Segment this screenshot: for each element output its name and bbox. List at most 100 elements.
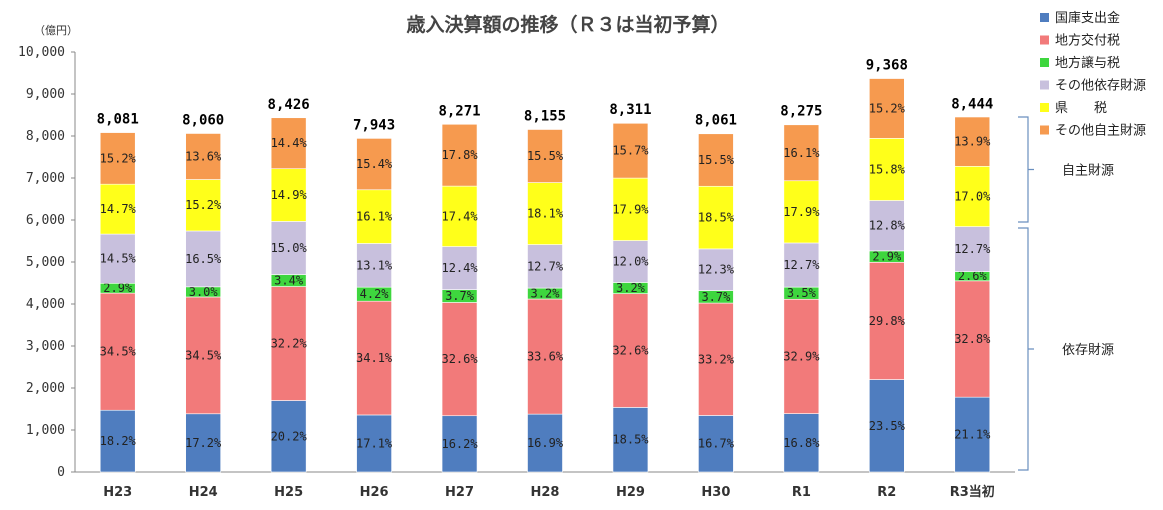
segment-label: 17.0% [954,189,991,203]
segment-label: 15.7% [612,144,649,158]
segment-label: 3.5% [787,286,817,300]
segment-label: 17.4% [441,209,478,223]
segment-label: 18.5% [698,211,735,225]
chart-title: 歳入決算額の推移（Ｒ３は当初予算） [406,13,729,36]
bar-segment [783,298,820,414]
segment-label: 32.6% [612,344,649,358]
category-label: R1 [792,485,811,500]
bar-segment [527,182,563,245]
bar-segment [185,296,221,415]
segment-label: 16.8% [783,436,820,450]
group-bracket [1018,116,1034,223]
total-label: 8,275 [780,103,822,119]
bar-segment [270,168,307,222]
bar-segment [954,396,991,473]
segment-label: 12.7% [954,242,991,256]
segment-label: 15.0% [271,241,308,255]
segment-label: 14.5% [100,252,137,266]
bar-segment [783,180,820,244]
segment-label: 20.2% [271,429,308,443]
bar-segment [527,298,563,415]
segment-label: 15.5% [698,153,735,167]
segment-label: 32.6% [441,352,478,366]
segment-label: 3.0% [189,285,219,299]
y-tick-label: 9,000 [26,87,65,102]
total-label: 8,444 [951,96,993,112]
total-label: 8,271 [438,104,480,120]
legend-label: その他依存財源 [1055,79,1146,94]
bar-segment [356,300,392,416]
legend-label: 国庫支出金 [1055,10,1120,26]
legend-swatch [1040,103,1049,112]
segment-label: 3.2% [531,287,561,301]
bar-segment [185,179,221,232]
bar-segment [612,122,649,179]
bar-segment [270,400,307,473]
category-label: R2 [877,485,896,500]
segment-label: 32.8% [954,332,991,346]
segment-label: 33.6% [527,350,564,364]
bar-segment [869,78,905,139]
total-label: 8,081 [97,112,139,128]
segment-label: 34.5% [185,348,222,362]
bar-segment [441,246,478,290]
segment-label: 12.8% [869,219,906,233]
segment-label: 15.2% [185,198,222,212]
legend-label: 県 税 [1055,101,1107,116]
bar-segment [869,261,905,380]
segment-label: 15.2% [100,151,137,165]
bar-segment [185,230,221,288]
segment-label: 17.1% [356,436,393,450]
segment-label: 21.1% [954,428,991,442]
segment-label: 15.5% [527,149,564,163]
bar-segment [612,240,649,283]
bar-segment [783,242,820,288]
segment-label: 16.2% [441,437,478,451]
bar-segment [356,138,392,191]
plot-area: 0 1,000 2,000 3,000 4,000 5,000 6,000 7,000 8,00… [18,45,1015,500]
bar-segment [185,413,221,473]
segment-label: 16.1% [783,146,820,160]
y-tick-label: 0 [57,465,65,480]
bar-segment [954,116,991,167]
y-tick-label: 7,000 [26,171,65,186]
segment-label: 4.2% [360,287,390,301]
bar-segment [99,183,136,235]
group-label: 依存財源 [1062,343,1114,358]
segment-label: 17.9% [612,202,649,216]
bar-segment [441,302,478,417]
segment-label: 2.9% [872,250,902,264]
segment-label: 13.1% [356,258,393,272]
segment-label: 29.8% [869,314,906,328]
bar-segment [527,244,563,289]
category-label: H23 [103,485,132,500]
segment-label: 13.6% [185,149,222,163]
total-label: 8,426 [268,97,310,113]
bar-segment [356,189,392,244]
bar-segment [698,185,734,250]
segment-label: 18.5% [612,433,649,447]
category-label: R3当初 [950,484,995,500]
segment-label: 16.9% [527,436,564,450]
bar-segment [99,292,136,411]
group-bracket [1018,227,1034,471]
segment-label: 14.7% [100,202,137,216]
bar-segment [698,248,734,291]
bar-segment [99,132,136,185]
legend-label: 地方交付税 [1055,33,1120,49]
bar-segment [783,413,820,473]
total-label: 8,311 [609,102,651,118]
segment-label: 3.4% [274,274,304,288]
bar-segment [954,280,991,398]
segment-label: 32.2% [271,337,308,351]
bar-segment [441,185,478,247]
y-tick-label: 10,000 [18,45,65,60]
y-tick-label: 8,000 [26,129,65,144]
segment-label: 3.7% [701,290,731,304]
bar-segment [270,117,307,170]
bar-segment [698,133,734,187]
category-label: H29 [616,485,645,500]
y-tick-label: 5,000 [26,255,65,270]
category-label: H30 [701,485,730,500]
